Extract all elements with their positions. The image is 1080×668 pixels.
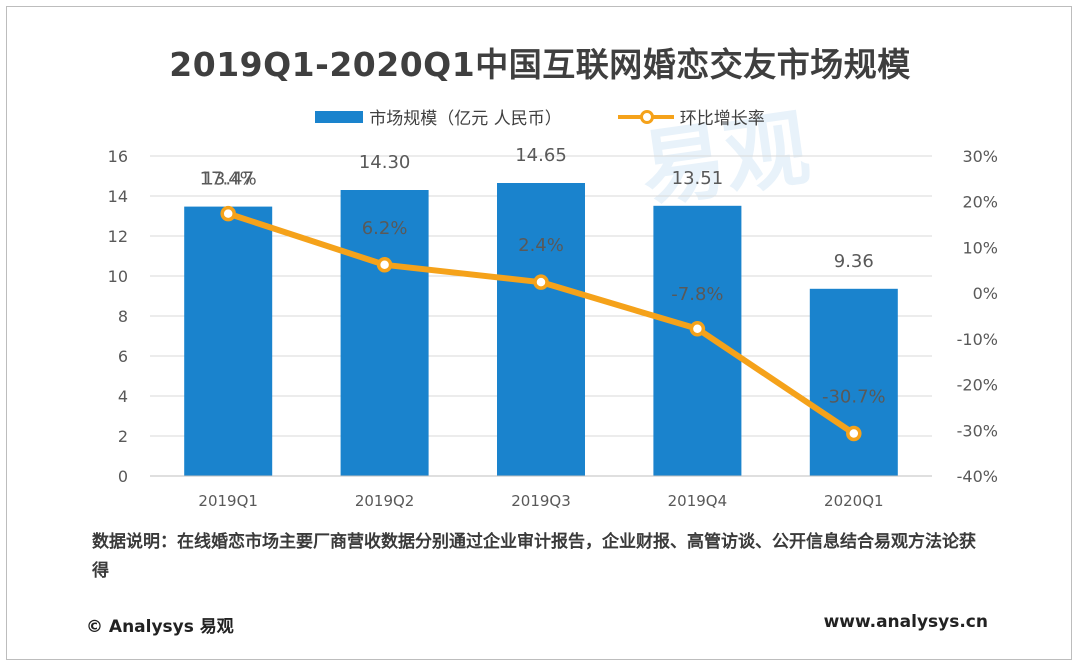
y-left-tick-label: 12 [108, 227, 128, 246]
bar-value-label: 13.51 [672, 168, 724, 189]
y-right-tick-label: -40% [957, 467, 998, 486]
growth-value-label: -30.7% [822, 386, 886, 407]
y-left-tick-label: 4 [118, 387, 128, 406]
legend-label-growth-rate: 环比增长率 [679, 109, 765, 129]
bar [809, 288, 898, 476]
y-right-tick-label: 20% [962, 193, 998, 212]
x-tick-label: 2019Q2 [355, 492, 415, 510]
chart-legend: 市场规模（亿元 人民币） 环比增长率 [0, 104, 1080, 129]
y-left-tick-label: 2 [118, 427, 128, 446]
legend-item-market-size: 市场规模（亿元 人民币） [315, 104, 562, 129]
y-right-tick-label: -20% [957, 376, 998, 395]
legend-item-growth-rate: 环比增长率 [617, 104, 765, 129]
legend-label-market-size: 市场规模（亿元 人民币） [369, 109, 562, 129]
data-note: 数据说明：在线婚恋市场主要厂商营收数据分别通过企业审计报告，企业财报、高管访谈、… [92, 532, 976, 581]
bar-value-label: 14.65 [515, 145, 567, 166]
y-right-tick-label: 0% [973, 284, 998, 303]
x-tick-label: 2019Q4 [668, 492, 728, 510]
x-tick-label: 2019Q1 [198, 492, 258, 510]
bar-value-label: 9.36 [834, 251, 874, 272]
y-right-tick-label: 10% [962, 238, 998, 257]
axes: 0 2 4 6 8 10 12 14 16 -40% -30% -20% -10% 0% 10% 20% 30%… [108, 147, 998, 510]
growth-value-label: -7.8% [671, 284, 723, 305]
growth-value-label: 17.4% [200, 169, 257, 190]
y-left-tick-label: 14 [108, 187, 128, 206]
footer-url[interactable]: www.analysys.cn [823, 612, 988, 632]
chart-title: 2019Q1-2020Q1中国互联网婚恋交友市场规模 [169, 45, 911, 84]
growth-point [846, 425, 862, 442]
bars [184, 183, 898, 477]
y-right-tick-label: -10% [957, 330, 998, 349]
growth-point [376, 257, 393, 273]
y-left-tick-label: 16 [108, 147, 128, 166]
footer-copyright: © Analysys 易观 [86, 617, 234, 637]
y-left-tick-label: 6 [118, 347, 128, 366]
growth-line [220, 205, 862, 442]
x-tick-label: 2019Q3 [511, 492, 571, 510]
growth-value-label: 2.4% [518, 235, 564, 256]
bar [340, 190, 429, 476]
bar [497, 183, 585, 476]
legend-swatch-line [617, 109, 674, 124]
y-left-tick-label: 0 [118, 467, 128, 486]
growth-point [689, 321, 706, 337]
y-right-tick-label: -30% [957, 421, 998, 440]
bar-value-label: 14.30 [359, 152, 411, 173]
legend-swatch-bar [315, 110, 364, 123]
growth-value-label: 6.2% [362, 218, 408, 239]
data-labels: 13.47 14.30 14.65 13.51 9.36 17.4% 6.2% 2.4% -7.… [200, 145, 886, 407]
bar [184, 206, 273, 476]
y-right-tick-label: 30% [962, 147, 998, 166]
bar [653, 205, 742, 477]
growth-point [533, 274, 549, 290]
bar-value-label: 13.47 [202, 169, 254, 190]
growth-point [220, 205, 236, 222]
y-left-tick-label: 10 [108, 267, 128, 286]
y-left-tick-label: 8 [118, 307, 128, 326]
x-tick-label: 2020Q1 [824, 492, 884, 510]
